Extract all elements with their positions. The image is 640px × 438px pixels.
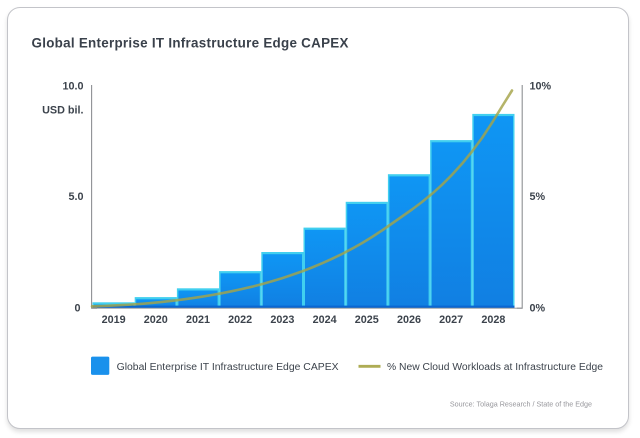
svg-text:2028: 2028 — [481, 314, 505, 326]
svg-text:5%: 5% — [530, 191, 546, 203]
svg-text:2019: 2019 — [102, 314, 126, 326]
svg-text:5.0: 5.0 — [68, 191, 83, 203]
svg-text:0%: 0% — [530, 303, 546, 315]
svg-text:0: 0 — [74, 303, 80, 315]
svg-text:Source: Tolaga Research / Stat: Source: Tolaga Research / State of the E… — [450, 399, 592, 408]
svg-text:2023: 2023 — [270, 314, 294, 326]
svg-text:2027: 2027 — [439, 314, 463, 326]
svg-text:2025: 2025 — [355, 314, 379, 326]
svg-text:2024: 2024 — [313, 314, 337, 326]
svg-text:10.0: 10.0 — [62, 81, 83, 93]
svg-text:USD bil.: USD bil. — [42, 105, 83, 117]
svg-text:2022: 2022 — [228, 314, 252, 326]
svg-text:2026: 2026 — [397, 314, 421, 326]
svg-text:2021: 2021 — [186, 314, 210, 326]
svg-text:2020: 2020 — [144, 314, 168, 326]
svg-text:Global Enterprise IT Infrastru: Global Enterprise IT Infrastructure Edge… — [117, 362, 339, 373]
svg-text:% New Cloud Workloads at Infra: % New Cloud Workloads at Infrastructure … — [387, 362, 603, 373]
svg-text:10%: 10% — [530, 81, 552, 93]
svg-text:Global Enterprise IT Infrastru: Global Enterprise IT Infrastructure Edge… — [32, 36, 349, 51]
